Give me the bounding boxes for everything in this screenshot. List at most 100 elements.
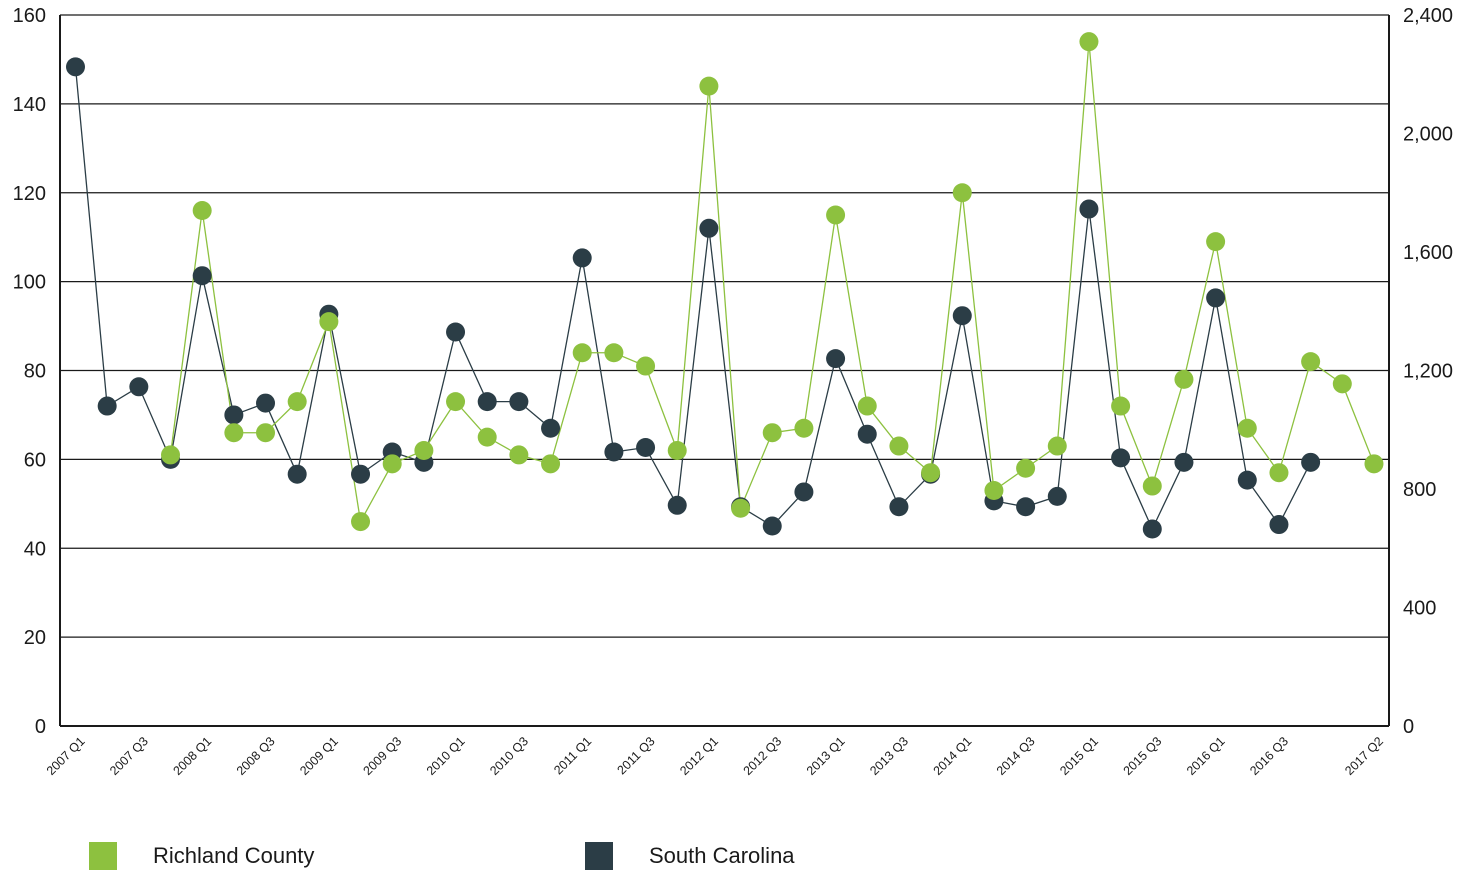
x-tick-label-2007-q3: 2007 Q3	[107, 734, 151, 778]
point-south-carolina-2011-q1	[572, 248, 592, 268]
axes	[59, 15, 1390, 727]
x-tick-label-2009-q3: 2009 Q3	[361, 734, 405, 778]
x-tick-label-2012-q3: 2012 Q3	[741, 734, 785, 778]
point-richland-county-2010-q2	[477, 427, 497, 447]
point-richland-county-2011-q2	[604, 343, 624, 363]
point-richland-county-2016-q1	[1206, 232, 1226, 252]
x-tick-label-2010-q3: 2010 Q3	[487, 734, 531, 778]
point-richland-county-2009-q4	[414, 440, 434, 460]
x-tick-label-2014-q3: 2014 Q3	[994, 734, 1038, 778]
point-south-carolina-2010-q4	[541, 418, 561, 438]
point-richland-county-2013-q3	[889, 436, 909, 456]
point-richland-county-2012-q4	[794, 418, 814, 438]
point-south-carolina-2012-q4	[794, 482, 814, 502]
point-richland-county-2011-q3	[636, 356, 656, 376]
left-tick-label-120: 120	[13, 183, 46, 205]
point-south-carolina-2014-q4	[1047, 486, 1067, 506]
x-tick-label-2016-q1: 2016 Q1	[1184, 734, 1228, 778]
point-south-carolina-2008-q4	[287, 464, 307, 484]
point-richland-county-2010-q4	[541, 454, 561, 474]
point-south-carolina-2011-q4	[667, 495, 687, 515]
point-south-carolina-2010-q3	[509, 392, 529, 412]
legend-label-richland-county: Richland County	[153, 843, 315, 868]
point-south-carolina-2016-q1	[1206, 288, 1226, 308]
point-richland-county-2014-q2	[984, 480, 1004, 500]
x-tick-label-2013-q3: 2013 Q3	[867, 734, 911, 778]
point-south-carolina-2016-q3	[1269, 515, 1289, 535]
x-axis-tick-labels: 2007 Q1 2007 Q3 2008 Q1 2008 Q3 2009 Q1 2009 …	[44, 734, 1386, 778]
right-tick-label-2-000: 2,000	[1403, 124, 1453, 146]
point-south-carolina-2010-q1	[446, 322, 466, 342]
point-richland-county-2013-q2	[857, 396, 877, 416]
legend-label-south-carolina: South Carolina	[649, 843, 795, 868]
right-tick-label-0: 0	[1403, 716, 1414, 738]
point-richland-county-2017-q2	[1364, 454, 1384, 474]
point-south-carolina-2015-q1	[1079, 199, 1099, 219]
point-richland-county-2008-q3	[256, 423, 276, 443]
point-richland-county-2008-q2	[224, 423, 244, 443]
x-tick-label-2011-q1: 2011 Q1	[551, 734, 594, 777]
left-tick-label-60: 60	[24, 449, 46, 471]
left-tick-label-160: 160	[13, 5, 46, 27]
point-richland-county-2016-q2	[1237, 418, 1257, 438]
point-south-carolina-2008-q1	[192, 266, 212, 286]
point-richland-county-2017-q1	[1332, 374, 1352, 394]
x-tick-label-2015-q1: 2015 Q1	[1057, 734, 1101, 778]
point-richland-county-2008-q1	[192, 201, 212, 221]
x-tick-label-2013-q1: 2013 Q1	[804, 734, 848, 778]
left-axis-tick-labels: 0 20 40 60 80 100 120 140 160	[13, 5, 46, 738]
point-south-carolina-2014-q3	[1016, 497, 1036, 517]
legend-item-richland-county: Richland County	[89, 842, 314, 870]
legend-swatch-south-carolina	[585, 842, 613, 870]
right-tick-label-400: 400	[1403, 598, 1436, 620]
point-richland-county-2016-q3	[1269, 463, 1289, 483]
right-tick-label-1-200: 1,200	[1403, 361, 1453, 383]
point-richland-county-2015-q3	[1142, 476, 1162, 496]
x-tick-label-2010-q1: 2010 Q1	[424, 734, 468, 778]
x-tick-label-2017-q2: 2017 Q2	[1342, 734, 1386, 778]
right-axis-tick-labels: 0 400 800 1,200 1,600 2,000 2,400	[1403, 5, 1453, 738]
point-richland-county-2015-q2	[1111, 396, 1131, 416]
point-south-carolina-2008-q3	[256, 393, 276, 413]
point-south-carolina-2011-q2	[604, 442, 624, 462]
point-richland-county-2015-q1	[1079, 32, 1099, 52]
legend-item-south-carolina: South Carolina	[585, 842, 795, 870]
point-richland-county-2014-q4	[1047, 436, 1067, 456]
left-tick-label-100: 100	[13, 272, 46, 294]
point-south-carolina-2008-q2	[224, 405, 244, 425]
x-tick-label-2015-q3: 2015 Q3	[1121, 734, 1165, 778]
point-richland-county-2014-q1	[952, 183, 972, 203]
point-richland-county-2015-q4	[1174, 369, 1194, 389]
point-south-carolina-2013-q3	[889, 497, 909, 517]
point-south-carolina-2013-q1	[826, 349, 846, 369]
left-tick-label-80: 80	[24, 361, 46, 383]
point-richland-county-2009-q1	[319, 312, 339, 332]
point-richland-county-2016-q4	[1301, 352, 1321, 372]
point-richland-county-2010-q3	[509, 445, 529, 465]
point-south-carolina-2012-q3	[762, 516, 782, 536]
point-south-carolina-2014-q1	[952, 306, 972, 326]
point-richland-county-2014-q3	[1016, 458, 1036, 478]
point-richland-county-2007-q4	[161, 445, 181, 465]
point-south-carolina-2011-q3	[636, 438, 656, 458]
point-south-carolina-2009-q2	[351, 464, 371, 484]
x-tick-label-2009-q1: 2009 Q1	[297, 734, 341, 778]
right-tick-label-1-600: 1,600	[1403, 242, 1453, 264]
point-south-carolina-2012-q1	[699, 218, 719, 238]
left-tick-label-40: 40	[24, 538, 46, 560]
point-richland-county-2012-q2	[731, 498, 751, 518]
point-south-carolina-2010-q2	[477, 392, 497, 412]
point-richland-county-2011-q1	[572, 343, 592, 363]
legend-swatch-richland-county	[89, 842, 117, 870]
point-richland-county-2009-q2	[351, 512, 371, 532]
point-south-carolina-2016-q2	[1237, 470, 1257, 490]
point-south-carolina-2007-q2	[97, 396, 117, 416]
point-richland-county-2012-q3	[762, 423, 782, 443]
x-tick-label-2012-q1: 2012 Q1	[677, 734, 721, 778]
x-tick-label-2011-q3: 2011 Q3	[615, 734, 658, 777]
point-richland-county-2012-q1	[699, 76, 719, 96]
point-south-carolina-2015-q2	[1111, 448, 1131, 468]
left-tick-label-140: 140	[13, 94, 46, 116]
point-south-carolina-2007-q1	[66, 57, 85, 77]
